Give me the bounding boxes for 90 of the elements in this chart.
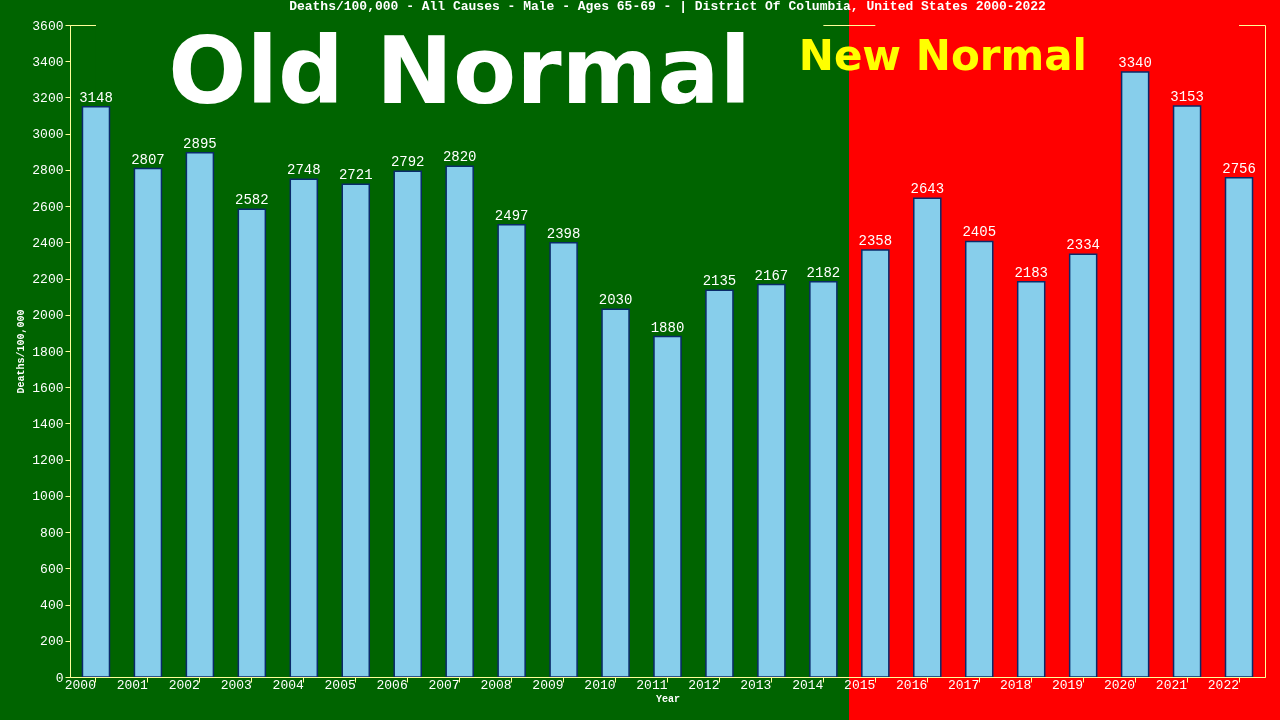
- x-axis-title: Year: [655, 693, 681, 705]
- y-tick-label: 1200: [32, 453, 64, 469]
- data-label: 2756: [1222, 160, 1256, 177]
- bar: [289, 178, 319, 678]
- x-tick-label: 2006: [376, 677, 408, 693]
- x-tick-label: 2001: [116, 677, 149, 693]
- data-label: 2748: [287, 162, 321, 179]
- x-tick-label: 2009: [532, 677, 564, 693]
- bar: [1016, 280, 1046, 678]
- y-tick-label: 2000: [32, 308, 64, 324]
- x-tick-label: 2017: [948, 677, 980, 693]
- data-label: 3153: [1170, 88, 1204, 105]
- x-tick-label: 2000: [64, 677, 96, 693]
- bar: [601, 308, 630, 678]
- data-label: 3340: [1118, 55, 1152, 72]
- x-tick-label: 2005: [324, 677, 356, 693]
- x-tick-label: 2012: [688, 677, 720, 693]
- bar: [1172, 105, 1202, 678]
- bar: [1068, 253, 1098, 678]
- x-tick-label: 2018: [999, 677, 1032, 693]
- bar: [1120, 71, 1150, 678]
- data-label: 2807: [131, 151, 165, 168]
- data-label: 2895: [183, 135, 217, 152]
- y-tick-label: 1000: [32, 489, 64, 505]
- y-tick-label: 600: [40, 561, 64, 577]
- y-tick-label: 3600: [32, 18, 64, 34]
- bar: [185, 151, 215, 678]
- data-label: 2334: [1066, 237, 1100, 254]
- y-tick-label: 200: [40, 634, 64, 650]
- bar: [913, 197, 942, 678]
- y-tick-label: 0: [55, 670, 64, 686]
- y-tick-label: 1400: [32, 416, 64, 432]
- bar: [81, 106, 111, 678]
- x-tick-label: 2007: [428, 677, 460, 693]
- y-tick-label: 400: [40, 598, 64, 614]
- data-label: 2135: [702, 273, 737, 290]
- band-label: Old Normal: [168, 18, 752, 125]
- y-tick-label: 2600: [32, 199, 64, 215]
- data-label: 2405: [962, 224, 997, 241]
- data-label: 2182: [806, 264, 841, 281]
- y-tick-label: 2400: [32, 235, 64, 251]
- data-label: 2497: [494, 207, 529, 224]
- x-tick-label: 2011: [636, 677, 668, 693]
- bar: [653, 335, 682, 678]
- bar: [705, 289, 734, 678]
- bar: [549, 241, 578, 678]
- y-axis-title: Deaths/100,000: [16, 309, 28, 394]
- x-tick-label: 2004: [272, 677, 304, 693]
- x-tick-label: 2013: [740, 677, 772, 693]
- y-tick-label: 3000: [32, 127, 64, 143]
- data-label: 2398: [546, 225, 581, 242]
- data-label: 2820: [442, 149, 477, 166]
- data-label: 1880: [650, 319, 685, 336]
- data-label: 2030: [598, 292, 633, 309]
- data-label: 2643: [910, 181, 945, 198]
- x-tick-label: 2019: [1051, 677, 1084, 693]
- x-tick-label: 2010: [584, 677, 616, 693]
- x-tick-label: 2002: [168, 677, 200, 693]
- x-tick-label: 2021: [1155, 677, 1188, 693]
- bar: [757, 283, 786, 678]
- bar: [964, 240, 994, 678]
- bar: [393, 170, 422, 678]
- y-tick-label: 3400: [32, 54, 64, 70]
- bar: [1224, 177, 1254, 678]
- data-label: 2358: [858, 232, 893, 249]
- bar: [497, 224, 526, 678]
- bar: [445, 165, 474, 678]
- x-tick-label: 2003: [220, 677, 252, 693]
- x-tick-label: 2016: [896, 677, 928, 693]
- data-label: 2582: [235, 192, 269, 209]
- x-tick-label: 2008: [480, 677, 512, 693]
- bar: [809, 281, 838, 678]
- bar: [133, 167, 163, 678]
- data-label: 2167: [754, 267, 789, 284]
- x-tick-label: 2020: [1103, 677, 1136, 693]
- y-tick-label: 2800: [32, 163, 64, 179]
- data-label: 2792: [390, 154, 425, 171]
- bar: [341, 183, 371, 678]
- y-tick-label: 1600: [32, 380, 64, 396]
- bar: [237, 208, 267, 678]
- x-tick-label: 2014: [792, 677, 824, 693]
- x-tick-label: 2022: [1207, 677, 1240, 693]
- bar: [861, 249, 890, 678]
- y-tick-label: 2200: [32, 272, 64, 288]
- data-label: 2183: [1014, 264, 1048, 281]
- y-tick-label: 1800: [32, 344, 64, 360]
- y-tick-label: 3200: [32, 90, 64, 106]
- data-label: 2721: [338, 167, 373, 184]
- data-label: 3148: [79, 89, 113, 106]
- y-tick-label: 800: [40, 525, 64, 541]
